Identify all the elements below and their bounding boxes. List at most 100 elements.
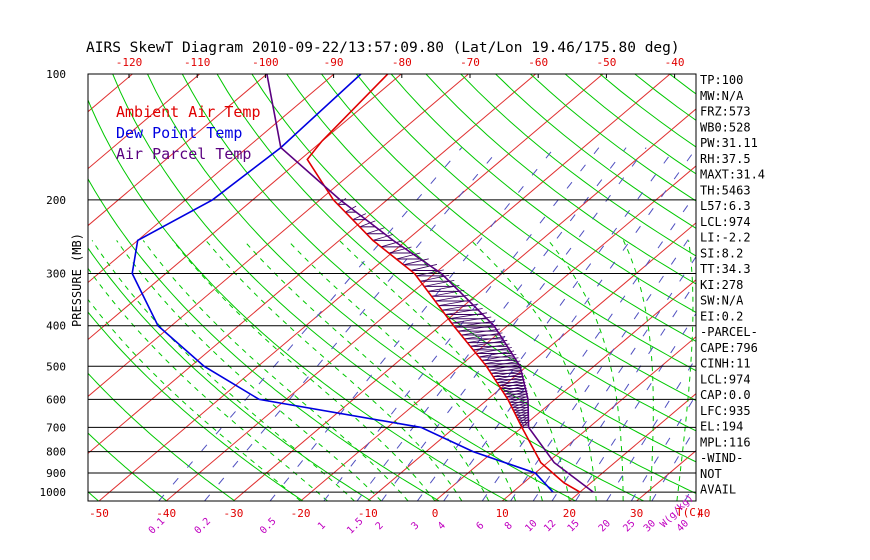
- moist-adiabat-line: [172, 240, 436, 501]
- cape-hatch-diagonal: [518, 413, 529, 421]
- legend-dew-point-temp: Dew Point Temp: [116, 124, 242, 142]
- moist-adiabat-line: [548, 240, 624, 501]
- cape-hatch-diagonal: [372, 234, 394, 241]
- mixing-ratio-line: [323, 147, 600, 501]
- dry-adiabat-line: [739, 74, 870, 501]
- isotherm-line: [501, 336, 696, 501]
- cape-hatch-diagonal: [473, 343, 510, 351]
- top-temp-tick-label: -50: [596, 56, 616, 69]
- cape-hatch-diagonal: [515, 408, 529, 416]
- top-temp-tick-label: -40: [665, 56, 685, 69]
- cape-hatch-diagonal: [461, 328, 501, 336]
- mixing-ratio-line: [510, 227, 696, 501]
- mixing-ratio-label: 6: [474, 520, 486, 532]
- index-label: KI:278: [700, 278, 743, 292]
- mixing-ratio-label: 10: [523, 518, 539, 534]
- mixing-ratio-line: [381, 147, 647, 501]
- cape-hatch-diagonal: [509, 395, 529, 403]
- index-label: NOT: [700, 467, 722, 481]
- isotherm-line: [233, 108, 696, 501]
- cape-hatch-diagonal: [396, 252, 421, 260]
- cape-hatch-diagonal: [478, 350, 515, 358]
- index-label: CINH:11: [700, 357, 751, 371]
- mixing-ratio-label: 20: [597, 518, 613, 534]
- cape-hatch-diagonal: [467, 336, 505, 344]
- y-axis-label: PRESSURE (MB): [70, 233, 84, 327]
- cape-hatch-diagonal: [520, 418, 529, 426]
- bottom-temp-tick-label: 30: [630, 507, 643, 520]
- cape-hatch-diagonal: [496, 376, 525, 383]
- series-line-air-parcel-temp: [266, 74, 594, 493]
- top-temp-tick-label: -70: [460, 56, 480, 69]
- dry-adiabat-line: [88, 311, 304, 501]
- pressure-tick-label: 1000: [40, 486, 67, 499]
- chart-title: AIRS SkewT Diagram 2010-09-22/13:57:09.8…: [86, 40, 680, 56]
- dry-adiabat-line: [88, 432, 168, 501]
- cape-hatch-diagonal: [464, 332, 503, 340]
- mixing-ratio-line: [651, 426, 696, 501]
- cape-hatch-diagonal: [513, 403, 529, 411]
- cape-hatching: [337, 198, 529, 428]
- isotherm-line: [88, 74, 536, 455]
- pressure-tick-label: 700: [46, 421, 66, 434]
- cape-hatch-diagonal: [493, 370, 523, 377]
- cape-hatch-diagonal: [380, 240, 403, 248]
- index-label: LCL:974: [700, 372, 751, 386]
- mixing-ratio-label: 25: [621, 518, 637, 534]
- cape-hatch-diagonal: [476, 347, 512, 354]
- mixing-ratio-label: 2: [374, 520, 386, 532]
- mixing-ratio-label: 12: [542, 518, 558, 534]
- isotherm-line: [771, 74, 870, 501]
- isotherm-line: [434, 279, 696, 501]
- dry-adiabat-line: [88, 372, 236, 501]
- index-label: TP:100: [700, 73, 743, 87]
- index-label: MPL:116: [700, 435, 751, 449]
- index-label: AVAIL: [700, 483, 736, 497]
- moist-adiabat-line: [676, 240, 694, 501]
- mixing-ratio-label: 40: [675, 518, 691, 534]
- dry-adiabat-line: [356, 74, 696, 342]
- isobar-lines: [88, 199, 696, 493]
- dry-adiabat-line: [216, 74, 696, 463]
- top-temp-tick-label: -100: [252, 56, 279, 69]
- index-label: MW:N/A: [700, 89, 744, 103]
- dry-adiabat-line: [88, 177, 440, 501]
- dry-adiabat-line: [460, 74, 696, 257]
- mixing-ratio-line: [269, 147, 555, 501]
- temp-unit-label: T(C): [676, 506, 703, 519]
- mixing-ratio-line: [630, 394, 696, 501]
- top-temp-tick-label: -80: [392, 56, 412, 69]
- cape-hatch-diagonal: [366, 227, 385, 235]
- cape-hatch-diagonal: [506, 390, 528, 398]
- top-temp-tick-label: -120: [116, 56, 143, 69]
- cape-hatch-diagonal: [511, 401, 529, 409]
- moist-adiabat-line: [622, 240, 654, 501]
- index-label: TT:34.3: [700, 262, 751, 276]
- bottom-temp-tick-label: -40: [156, 507, 176, 520]
- pressure-tick-label: 600: [46, 393, 66, 406]
- cape-hatch-diagonal: [352, 213, 367, 221]
- pressure-tick-label: 800: [46, 446, 66, 459]
- cape-hatch-diagonal: [403, 258, 429, 266]
- isotherm-line: [367, 222, 696, 501]
- moist-adiabat-line: [287, 240, 517, 501]
- mixing-ratio-label: 0.2: [193, 516, 214, 537]
- index-label: LCL:974: [700, 215, 751, 229]
- dry-adiabat-line: [774, 74, 870, 501]
- pressure-tick-label: 500: [46, 360, 66, 373]
- mixing-ratio-label: 0.5: [258, 516, 279, 537]
- index-label: SI:8.2: [700, 246, 743, 260]
- mixing-ratio-label: 3: [410, 520, 422, 532]
- top-temp-tick-label: -110: [184, 56, 211, 69]
- cape-hatch-diagonal: [516, 411, 529, 419]
- mixing-ratio-line: [532, 255, 696, 501]
- isotherm-line: [88, 74, 402, 341]
- dry-adiabat-line: [321, 74, 696, 372]
- bottom-temp-tick-label: 10: [496, 507, 509, 520]
- cape-hatch-diagonal: [484, 357, 519, 365]
- pressure-tick-label: 300: [46, 268, 66, 281]
- cape-hatch-diagonal: [490, 366, 522, 374]
- series-line-dew-point-temp: [131, 74, 554, 493]
- isotherm-line: [88, 74, 133, 113]
